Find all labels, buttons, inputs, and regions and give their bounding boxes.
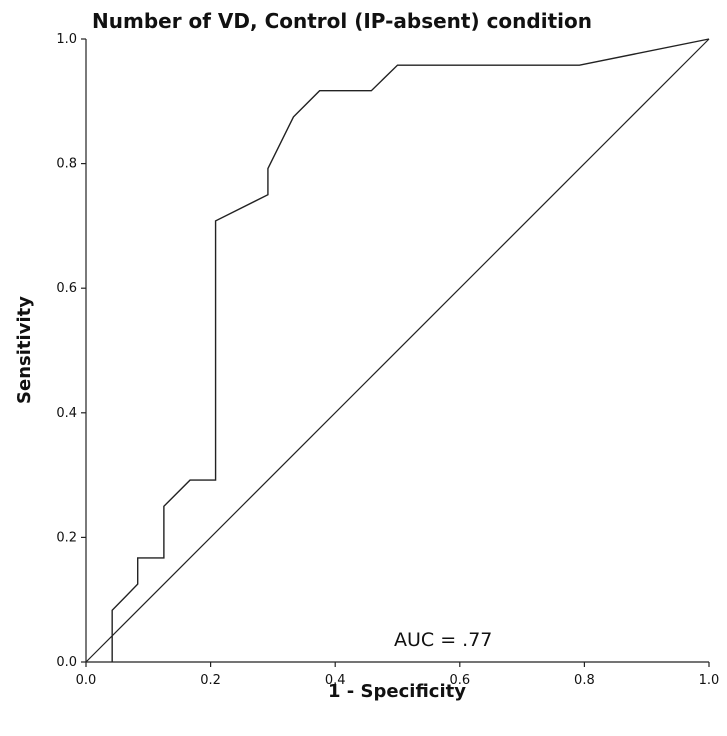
y-tick-label: 0.8 bbox=[56, 157, 77, 172]
y-tick-label: 0.0 bbox=[56, 655, 77, 670]
x-tick-label: 0.4 bbox=[325, 673, 346, 688]
auc-annotation: AUC = .77 bbox=[394, 629, 492, 651]
y-tick-label: 0.2 bbox=[56, 530, 77, 545]
y-axis-ticks: 0.0 0.2 0.4 0.6 0.8 1.0 bbox=[56, 32, 86, 670]
x-tick-label: 0.0 bbox=[76, 673, 97, 688]
x-tick-label: 0.6 bbox=[449, 673, 470, 688]
series-layer bbox=[85, 38, 710, 663]
x-axis-title: 1 - Specificity bbox=[328, 681, 466, 702]
y-tick-label: 1.0 bbox=[56, 32, 77, 47]
y-tick-label: 0.4 bbox=[56, 406, 77, 421]
x-tick-label: 0.8 bbox=[574, 673, 595, 688]
x-tick-label: 1.0 bbox=[699, 673, 720, 688]
plot-frame bbox=[85, 39, 709, 663]
roc-curve-line bbox=[111, 38, 710, 662]
y-tick-label: 0.6 bbox=[56, 281, 77, 296]
chart-title: Number of VD, Control (IP-absent) condit… bbox=[92, 9, 592, 33]
y-axis-title: Sensitivity bbox=[14, 296, 35, 404]
reference-diagonal-line bbox=[85, 38, 710, 663]
x-axis-ticks: 0.0 0.2 0.4 0.6 0.8 1.0 bbox=[76, 662, 720, 688]
x-tick-label: 0.2 bbox=[200, 673, 221, 688]
